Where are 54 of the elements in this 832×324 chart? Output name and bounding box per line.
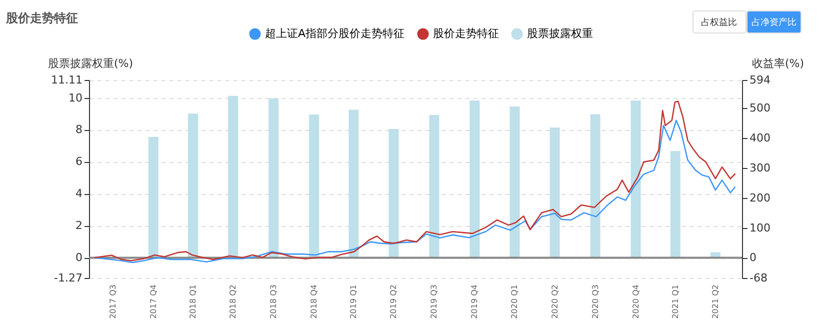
legend-label: 股价走势特征 — [433, 27, 499, 40]
x-tick-label: 2018 Q4 — [310, 284, 319, 319]
y-tick-label: 10 — [68, 91, 82, 104]
y2-tick-label: 300 — [750, 161, 770, 174]
bar — [510, 106, 520, 258]
y-tick-label: 0 — [76, 251, 82, 264]
y2-tick-label: 400 — [750, 132, 770, 145]
y2-tick-label: 0 — [750, 251, 756, 264]
y2-tick-label: 200 — [750, 191, 770, 204]
text: 占权益比 — [701, 17, 737, 28]
x-tick-label: 2017 Q3 — [108, 284, 118, 319]
x-tick-label: 2020 Q4 — [631, 284, 640, 319]
y-tick-label: 8 — [76, 123, 82, 136]
x-tick-label: 2021 Q1 — [670, 284, 680, 319]
y-tick-label: -1.27 — [54, 272, 82, 284]
x-tick-label: 2019 Q1 — [349, 284, 358, 319]
x-tick-label: 2020 Q3 — [590, 284, 600, 319]
x-tick-label: 2019 Q3 — [430, 284, 439, 319]
bar — [268, 98, 279, 258]
legend-label: 股票披露权重 — [527, 27, 593, 40]
bar — [188, 114, 198, 258]
bar — [590, 114, 600, 258]
bar — [429, 115, 440, 258]
y2-tick-label: 500 — [750, 102, 770, 115]
bar — [348, 110, 359, 258]
x-tick-label: 2017 Q4 — [148, 284, 158, 319]
y-axis-title: 股票披露权重(%) — [48, 57, 134, 70]
bar — [470, 100, 480, 258]
x-tick-label: 2021 Q2 — [710, 284, 720, 319]
y2-tick-label: 594 — [750, 74, 770, 86]
bar — [148, 136, 158, 258]
y-tick-label: 6 — [76, 155, 82, 168]
y2-tick-label: 100 — [750, 221, 770, 234]
x-tick-label: 2018 Q1 — [188, 284, 198, 319]
y2-axis-title: 收益率(%) — [752, 57, 804, 70]
bar — [630, 100, 641, 258]
bar — [670, 151, 680, 258]
text: 占净资产比 — [752, 17, 796, 28]
y-tick-label: 11.11 — [51, 74, 82, 86]
bar — [309, 114, 320, 258]
x-tick-label: 2020 Q1 — [510, 284, 520, 319]
chart-title: 股价走势特征 — [5, 11, 78, 25]
x-tick-label: 2018 Q2 — [228, 284, 238, 319]
x-tick-label: 2018 Q3 — [269, 284, 278, 319]
legend-label: 超上证A指部分股价走势特征 — [265, 27, 405, 40]
x-tick-label: 2020 Q2 — [550, 284, 560, 319]
y-tick-label: 2 — [76, 219, 82, 232]
bar — [388, 128, 399, 258]
bar — [550, 128, 560, 258]
y-tick-label: 4 — [76, 187, 82, 200]
x-tick-label: 2019 Q4 — [470, 284, 480, 319]
x-tick-label: 2019 Q2 — [389, 284, 398, 319]
y2-tick-label: -68 — [750, 272, 768, 284]
bar — [228, 96, 238, 258]
